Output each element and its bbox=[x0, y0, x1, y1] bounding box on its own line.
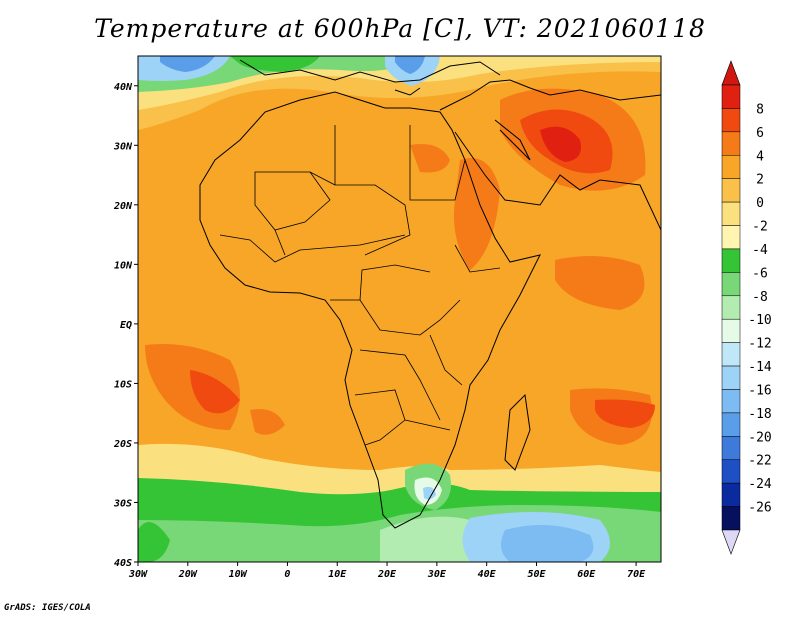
x-tick-label: 30E bbox=[427, 569, 447, 580]
colorbar-swatch bbox=[721, 506, 741, 531]
y-tick-label: 40S bbox=[114, 558, 132, 569]
colorbar-swatch bbox=[721, 201, 741, 226]
colorbar-label: -10 bbox=[748, 313, 771, 328]
colorbar-swatch bbox=[721, 412, 741, 437]
colorbar-swatch bbox=[721, 318, 741, 343]
colorbar-swatch bbox=[721, 272, 741, 297]
colorbar-label: -24 bbox=[748, 477, 772, 492]
colorbar-swatch bbox=[721, 155, 741, 179]
x-tick-label: 50E bbox=[527, 569, 546, 580]
map-frame bbox=[137, 55, 662, 563]
x-tick-label: 30W bbox=[128, 569, 148, 580]
y-tick-label: 20N bbox=[113, 201, 133, 212]
colorbar-swatch bbox=[721, 131, 741, 156]
x-tick-label: 70E bbox=[627, 569, 646, 580]
colorbar-swatch bbox=[721, 248, 741, 273]
y-tick-label: EQ bbox=[120, 320, 132, 331]
colorbar-swatch bbox=[721, 389, 741, 414]
colorbar-label: -2 bbox=[752, 220, 768, 235]
colorbar-swatch bbox=[721, 84, 741, 109]
country-borders bbox=[219, 125, 501, 446]
colorbar-label: -6 bbox=[752, 266, 768, 281]
x-tick-label: 60E bbox=[577, 569, 596, 580]
x-tick-label: 10E bbox=[328, 569, 347, 580]
colorbar-label: -12 bbox=[748, 337, 771, 352]
colorbar-label: 0 bbox=[756, 196, 764, 211]
colorbar-label: 4 bbox=[756, 149, 764, 164]
y-tick-label: 30N bbox=[113, 141, 133, 152]
x-tick-label: 20W bbox=[178, 569, 198, 580]
colorbar-label: -8 bbox=[752, 290, 768, 305]
colorbar-bottom-arrow bbox=[721, 529, 741, 555]
colorbar-swatch bbox=[721, 342, 741, 367]
y-tick-label: 30S bbox=[113, 498, 132, 509]
colorbar-swatch bbox=[721, 482, 741, 507]
colorbar-swatch bbox=[721, 365, 741, 390]
colorbar-label: -14 bbox=[748, 360, 772, 375]
colorbar-label: 8 bbox=[756, 102, 764, 117]
colorbar-label: -4 bbox=[752, 243, 768, 258]
colorbar-label: 6 bbox=[756, 126, 764, 141]
colorbar-label: 2 bbox=[756, 173, 764, 188]
x-tick-label: 0 bbox=[284, 569, 290, 580]
colorbar-label: -26 bbox=[748, 501, 771, 516]
colorbar-label: -16 bbox=[748, 383, 771, 398]
chart-title: Temperature at 600hPa [C], VT: 202106011… bbox=[94, 14, 706, 43]
coastline bbox=[199, 59, 661, 529]
colorbar-swatch bbox=[721, 459, 741, 484]
y-tick-label: 10S bbox=[114, 379, 132, 390]
colorbar-label: -18 bbox=[748, 407, 771, 422]
colorbar-swatch bbox=[721, 178, 741, 203]
colorbar-swatch bbox=[721, 295, 741, 320]
y-tick-label: 40N bbox=[114, 82, 133, 93]
x-tick-label: 20E bbox=[377, 569, 397, 580]
x-tick-label: 10W bbox=[229, 569, 248, 580]
y-tick-label: 10N bbox=[114, 260, 133, 271]
x-tick-label: 40E bbox=[478, 569, 497, 580]
colorbar-swatch bbox=[721, 225, 741, 250]
colorbar-top-arrow bbox=[721, 60, 741, 86]
temperature-field bbox=[138, 56, 661, 562]
colorbar: 8 6 4 2 0 -2 -4 -6 -8 -10 -12 -14 -16 -18 -20 -22 -24 -26 bbox=[721, 60, 772, 555]
credit-text: GrADS: IGES/COLA bbox=[4, 603, 91, 613]
colorbar-label: -22 bbox=[748, 454, 771, 469]
colorbar-swatch bbox=[721, 108, 741, 133]
axis-ticks: 30W 20W 10W 0 10E 20E 30E 40E 50E 60E 70E 40N 30N 20N… bbox=[113, 82, 646, 580]
colorbar-swatch bbox=[721, 436, 741, 460]
y-tick-label: 20S bbox=[113, 439, 132, 450]
colorbar-label: -20 bbox=[748, 430, 771, 445]
